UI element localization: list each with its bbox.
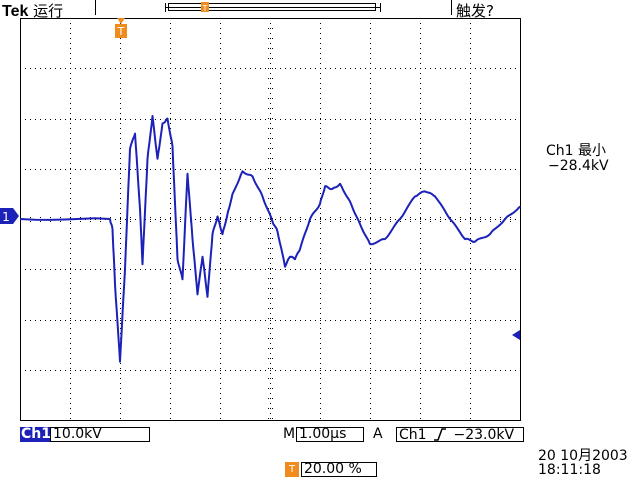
run-state-label: 运行: [33, 2, 64, 20]
record-view-window: [168, 3, 376, 11]
measurement-label: Ch1 最小: [546, 143, 607, 159]
svg-text:T: T: [117, 25, 125, 38]
trigger-level-marker-icon: [512, 330, 520, 340]
graticule: T: [20, 18, 521, 421]
top-separator: [451, 0, 452, 15]
trigger-setup[interactable]: Ch1 −23.0kV: [396, 427, 524, 442]
trigger-position-value[interactable]: 20.00 %: [301, 462, 377, 477]
timebase-prefix: M: [283, 426, 296, 442]
tek-logo: Tek: [2, 3, 29, 20]
trigger-position-icon: T: [285, 462, 299, 477]
brand-and-run-state: Tek 运行: [2, 0, 63, 21]
trigger-source: Ch1: [399, 427, 427, 443]
rising-edge-icon: [434, 428, 447, 441]
record-length-bar: [165, 3, 381, 12]
svg-text:1: 1: [2, 210, 10, 224]
ch1-ground-marker-icon: 1: [0, 208, 19, 224]
date-label: 20 10月2003: [538, 448, 628, 464]
ch1-indicator[interactable]: Ch1: [20, 426, 51, 442]
ch1-waveform: [20, 115, 521, 363]
record-trigger-marker-icon: T: [201, 2, 209, 13]
time-label: 18:11:18: [538, 462, 601, 478]
timebase-value[interactable]: 1.00µs: [296, 427, 364, 442]
ch1-scale[interactable]: 10.0kV: [50, 427, 150, 442]
trigger-status: 触发?: [456, 2, 494, 20]
trigger-level: −23.0kV: [453, 427, 515, 443]
trigger-position-marker-icon: T: [115, 18, 127, 38]
svg-text:T: T: [202, 4, 208, 13]
measurement-value: −28.4kV: [548, 158, 609, 174]
top-separator: [95, 0, 96, 15]
trigger-mode: A: [373, 426, 383, 442]
